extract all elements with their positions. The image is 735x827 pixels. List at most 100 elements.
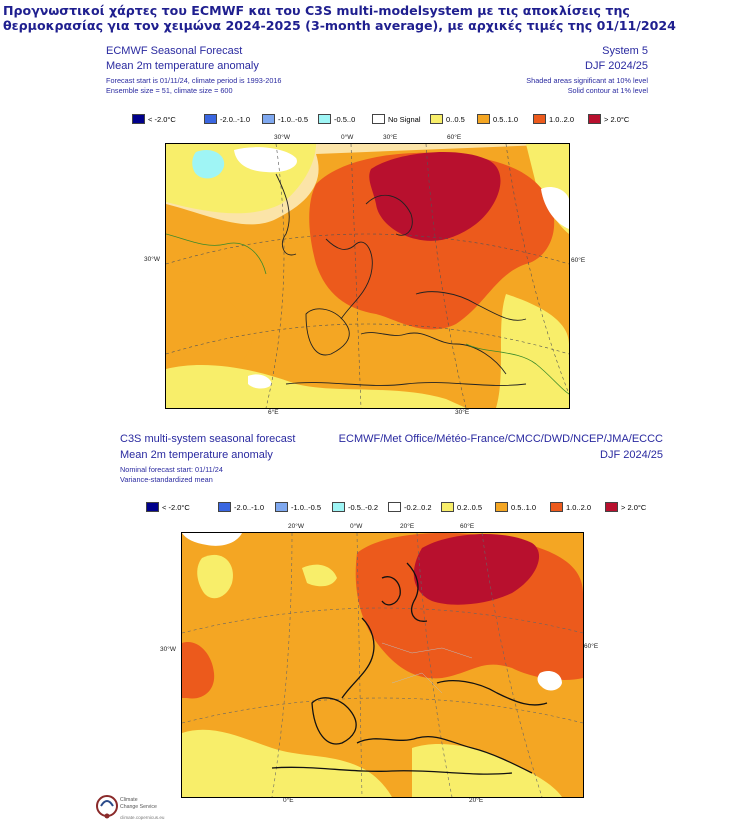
legend-label: 0.5..1.0 xyxy=(493,114,519,124)
no-signal-area xyxy=(541,187,569,229)
coord-label: 0°E xyxy=(283,797,294,804)
panel1-season: DJF 2024/25 xyxy=(585,60,648,72)
legend-swatch xyxy=(204,114,217,124)
legend-swatch xyxy=(262,114,275,124)
legend-item: 0.2..0.5 xyxy=(441,502,495,512)
graticule xyxy=(166,144,569,408)
panel1-system: System 5 xyxy=(602,45,648,57)
legend-label: 0.5..1.0 xyxy=(511,502,537,512)
coord-label: 60°E xyxy=(571,257,586,264)
legend-swatch xyxy=(372,114,385,124)
copernicus-logo-icon xyxy=(96,795,118,819)
legend-swatch xyxy=(533,114,546,124)
coastline xyxy=(275,173,527,386)
panel1-subtitle: Mean 2m temperature anomaly xyxy=(106,60,259,72)
legend-swatch xyxy=(495,502,508,512)
legend-label: -0.5..0 xyxy=(334,114,356,124)
legend-swatch xyxy=(477,114,490,124)
logo-url: climate.copernicus.eu xyxy=(120,815,165,820)
anomaly-0.2-0.5 xyxy=(182,729,392,797)
panel2-forecast-start: Nominal forecast start: 01/11/24 xyxy=(120,465,223,474)
legend-swatch xyxy=(132,114,145,124)
legend-label: > 2.0°C xyxy=(621,502,647,512)
anomaly-above-2.0 xyxy=(369,151,501,241)
legend-item: -0.5..-0.2 xyxy=(332,502,388,512)
anomaly-0.2-0.5 xyxy=(302,564,337,587)
coord-label: 20°W xyxy=(288,523,304,530)
page-title: Προγνωστικοί χάρτες του ECMWF και του C3… xyxy=(3,3,676,33)
panel1-map[interactable] xyxy=(165,143,570,409)
legend-label: < -2.0°C xyxy=(148,114,176,124)
legend-item: 0..0.5 xyxy=(430,114,477,124)
neutral-area xyxy=(182,533,242,546)
coord-label: 0°W xyxy=(341,134,354,141)
legend-label: -0.2..0.2 xyxy=(404,502,432,512)
legend-label: -1.0..-0.5 xyxy=(278,114,309,124)
coord-label: 0°W xyxy=(350,523,363,530)
anomaly-0.2-0.5 xyxy=(197,554,233,599)
coord-label: 30°E xyxy=(383,134,398,141)
logo-text: Climate Change Service xyxy=(120,797,157,810)
coord-label: 30°W xyxy=(160,646,176,653)
coord-label: 30°W xyxy=(274,134,290,141)
legend-swatch xyxy=(550,502,563,512)
legend-item: 0.5..1.0 xyxy=(495,502,550,512)
legend-swatch xyxy=(332,502,345,512)
panel2-models: ECMWF/Met Office/Météo-France/CMCC/DWD/N… xyxy=(338,433,663,445)
anomaly-0-0.5 xyxy=(496,294,569,408)
coastline xyxy=(271,562,548,775)
legend-swatch xyxy=(430,114,443,124)
legend-label: -2.0..-1.0 xyxy=(220,114,251,124)
panel1-legend: < -2.0°C -2.0..-1.0 -1.0..-0.5 -0.5..0 N… xyxy=(132,114,629,124)
no-signal-area xyxy=(248,374,272,389)
legend-item: -1.0..-0.5 xyxy=(275,502,332,512)
anomaly-minus-0.5-0 xyxy=(192,149,225,179)
panel2-subtitle: Mean 2m temperature anomaly xyxy=(120,449,273,461)
graticule xyxy=(182,533,583,797)
country-borders xyxy=(381,642,473,694)
legend-swatch xyxy=(388,502,401,512)
coord-label: 30°E xyxy=(455,409,470,416)
legend-item: -1.0..-0.5 xyxy=(262,114,318,124)
coord-label: 60°E xyxy=(460,523,475,530)
panel2-title: C3S multi-system seasonal forecast xyxy=(120,433,296,445)
legend-label: 0..0.5 xyxy=(446,114,465,124)
panel2-method: Variance-standardized mean xyxy=(120,475,213,484)
panel1-contour-note: Solid contour at 1% level xyxy=(567,86,648,95)
legend-item: -2.0..-1.0 xyxy=(218,502,275,512)
no-signal-area xyxy=(234,147,297,173)
panel1-significance-note: Shaded areas significant at 10% level xyxy=(526,76,648,85)
legend-swatch xyxy=(441,502,454,512)
legend-item: 1.0..2.0 xyxy=(550,502,605,512)
logo-line1: Climate xyxy=(120,797,138,803)
legend-item: < -2.0°C xyxy=(132,114,204,124)
panel2-map[interactable] xyxy=(181,532,584,798)
legend-swatch xyxy=(275,502,288,512)
neutral-area xyxy=(537,671,562,691)
coord-label: 60°E xyxy=(584,643,599,650)
legend-swatch xyxy=(588,114,601,124)
panel1-map-canvas xyxy=(166,144,569,408)
legend-swatch xyxy=(605,502,618,512)
legend-swatch xyxy=(218,502,231,512)
panel2-season: DJF 2024/25 xyxy=(600,449,663,461)
legend-swatch xyxy=(318,114,331,124)
legend-label: -0.5..-0.2 xyxy=(348,502,379,512)
legend-label: -2.0..-1.0 xyxy=(234,502,265,512)
significance-contour xyxy=(166,233,569,395)
legend-item: > 2.0°C xyxy=(605,502,646,512)
panel1-ensemble-size: Ensemble size = 51, climate size = 600 xyxy=(106,86,233,95)
coord-label: 20°E xyxy=(469,797,484,804)
anomaly-0-0.5 xyxy=(166,364,466,408)
coord-label: 60°E xyxy=(447,134,462,141)
legend-item: -0.2..0.2 xyxy=(388,502,441,512)
anomaly-above-2.0 xyxy=(413,533,540,605)
legend-item: 0.5..1.0 xyxy=(477,114,533,124)
legend-item: 1.0..2.0 xyxy=(533,114,588,124)
legend-item: < -2.0°C xyxy=(146,502,218,512)
legend-label: < -2.0°C xyxy=(162,502,190,512)
panel2-map-canvas xyxy=(182,533,583,797)
legend-item: -2.0..-1.0 xyxy=(204,114,262,124)
coord-label: 6°E xyxy=(268,409,279,416)
legend-label: > 2.0°C xyxy=(604,114,630,124)
